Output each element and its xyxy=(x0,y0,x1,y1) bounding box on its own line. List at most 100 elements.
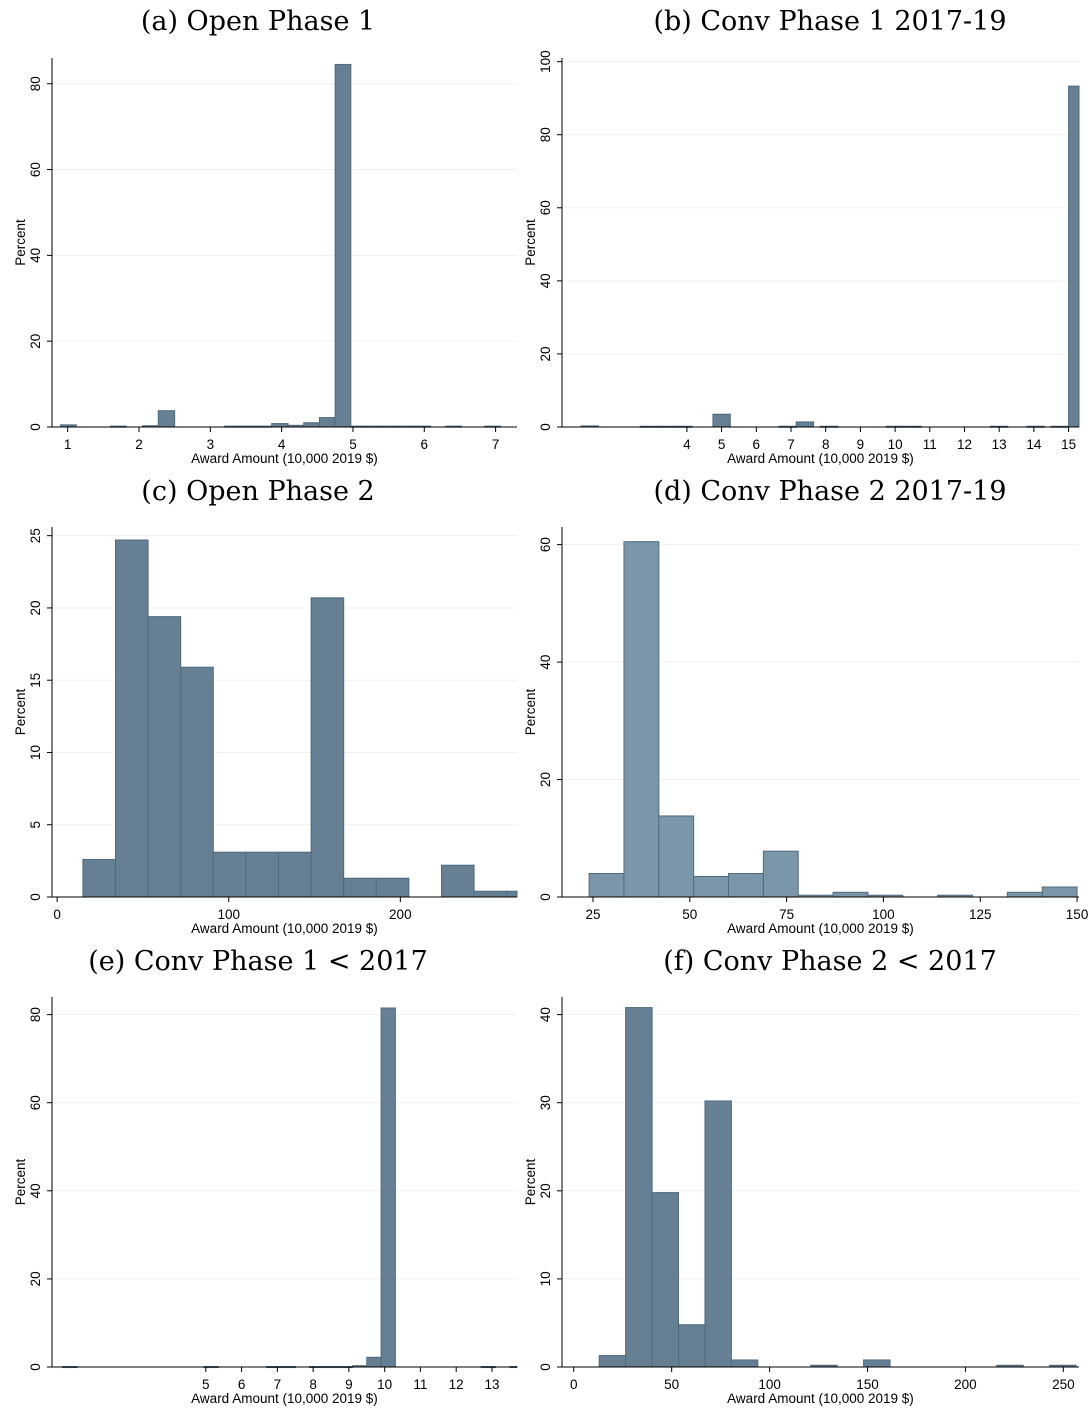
y-axis-title: Percent xyxy=(523,219,538,266)
y-tick-label: 5 xyxy=(28,821,43,829)
histogram-bar xyxy=(1006,891,1043,898)
panel-title: (a) Open Phase 1 xyxy=(141,6,375,37)
x-tick-label: 12 xyxy=(957,437,972,452)
plot-area: 0 20 40 60 25 50 75 100 125 150 Award Amount (10,0… xyxy=(523,527,1088,936)
x-tick-label: 7 xyxy=(492,437,500,452)
x-tick-label: 200 xyxy=(389,907,412,922)
x-axis-title: Award Amount (10,000 2019 $) xyxy=(191,451,378,466)
x-tick-label: 50 xyxy=(682,907,697,922)
x-tick-label: 2 xyxy=(135,437,143,452)
y-tick-label: 60 xyxy=(538,537,553,552)
histogram-bar xyxy=(693,875,730,898)
y-tick-label: 80 xyxy=(538,127,553,142)
histogram-bar xyxy=(712,413,731,428)
plot-area: 0 5 10 15 20 25 0 100 200 Award Amount (10,000 20… xyxy=(13,527,518,936)
y-tick-label: 10 xyxy=(28,745,43,760)
panel-title: (d) Conv Phase 2 2017-19 xyxy=(653,476,1006,507)
y-tick-label: 20 xyxy=(28,600,43,615)
panel-f-conv-phase-2-before-2017: (f) Conv Phase 2 < 2017 0 10 20 30 40 0 50 100 1… xyxy=(523,946,1079,1406)
x-tick-label: 75 xyxy=(779,907,794,922)
panel-e-conv-phase-1-before-2017: (e) Conv Phase 1 < 2017 0 20 40 60 80 5 6 7 8 9 10… xyxy=(13,946,518,1406)
y-tick-label: 80 xyxy=(28,1007,43,1022)
x-tick-label: 0 xyxy=(570,1377,578,1392)
x-tick-label: 9 xyxy=(857,437,865,452)
plot-area: 0 20 40 60 80 1 2 3 4 5 6 7 Award Amount (10,000 201… xyxy=(13,58,517,466)
x-axis-title: Award Amount (10,000 2019 $) xyxy=(727,1391,914,1406)
x-tick-label: 50 xyxy=(664,1377,679,1392)
histogram-bar xyxy=(730,1359,759,1368)
x-axis-title: Award Amount (10,000 2019 $) xyxy=(727,451,914,466)
histogram-bar xyxy=(506,890,518,898)
histogram-bar xyxy=(658,815,695,898)
y-tick-label: 10 xyxy=(538,1271,553,1286)
panel-title: (f) Conv Phase 2 < 2017 xyxy=(663,946,997,977)
plot-area: 0 10 20 30 40 0 50 100 150 200 250 Award Amount (10… xyxy=(523,997,1079,1406)
histogram-bar xyxy=(588,873,625,898)
x-tick-label: 6 xyxy=(421,437,429,452)
panel-c-open-phase-2: (c) Open Phase 2 0 5 10 15 20 25 0 100 200 Award … xyxy=(13,476,518,936)
x-tick-label: 14 xyxy=(1026,437,1042,452)
x-tick-label: 0 xyxy=(53,907,61,922)
x-tick-label: 25 xyxy=(585,907,600,922)
histogram-bar xyxy=(863,1359,891,1368)
y-tick-label: 100 xyxy=(538,50,553,73)
histogram-bar xyxy=(375,877,410,898)
x-tick-label: 9 xyxy=(345,1377,353,1392)
x-axis-title: Award Amount (10,000 2019 $) xyxy=(727,921,914,936)
x-tick-label: 125 xyxy=(969,907,992,922)
histogram-bar xyxy=(147,616,182,898)
histogram-bar xyxy=(212,851,247,898)
x-tick-label: 5 xyxy=(718,437,726,452)
x-tick-label: 150 xyxy=(1066,907,1089,922)
histogram-bar xyxy=(157,410,176,428)
x-tick-label: 5 xyxy=(349,437,357,452)
histogram-bar xyxy=(310,597,345,898)
histogram-bar xyxy=(277,851,312,898)
histogram-bar xyxy=(473,890,508,898)
x-tick-label: 15 xyxy=(1061,437,1076,452)
y-tick-label: 40 xyxy=(538,273,553,288)
x-tick-label: 7 xyxy=(787,437,795,452)
histogram-bar xyxy=(728,873,764,898)
histogram-bar xyxy=(82,858,116,898)
histogram-bar xyxy=(441,864,475,898)
y-tick-label: 20 xyxy=(28,1271,43,1286)
panel-b-conv-phase-1-2017-19: (b) Conv Phase 1 2017-19 0 20 40 60 80 100 4 5 6… xyxy=(523,6,1080,466)
histogram-bar xyxy=(343,877,377,898)
y-tick-label: 40 xyxy=(538,655,553,670)
x-tick-label: 5 xyxy=(202,1377,210,1392)
y-tick-label: 30 xyxy=(538,1095,553,1110)
x-tick-label: 250 xyxy=(1052,1377,1075,1392)
y-axis-title: Percent xyxy=(13,219,28,266)
y-tick-label: 0 xyxy=(538,1363,553,1371)
y-tick-label: 0 xyxy=(538,423,553,431)
histogram-bar xyxy=(832,891,869,898)
histogram-bar xyxy=(795,421,815,428)
histogram-bar xyxy=(180,666,214,898)
histogram-bar xyxy=(318,417,336,428)
x-tick-label: 12 xyxy=(449,1377,464,1392)
histogram-bar xyxy=(623,541,660,898)
y-tick-label: 40 xyxy=(538,1007,553,1022)
y-tick-label: 0 xyxy=(28,893,43,901)
x-tick-label: 100 xyxy=(217,907,240,922)
panel-title: (b) Conv Phase 1 2017-19 xyxy=(653,6,1006,37)
x-tick-label: 1 xyxy=(64,437,72,452)
histogram-bar xyxy=(625,1007,653,1368)
y-tick-label: 60 xyxy=(28,1095,43,1110)
y-axis-title: Percent xyxy=(523,688,538,735)
histogram-bar xyxy=(678,1324,706,1368)
x-tick-label: 8 xyxy=(822,437,830,452)
x-tick-label: 4 xyxy=(683,437,691,452)
panel-title: (c) Open Phase 2 xyxy=(141,476,374,507)
x-tick-label: 11 xyxy=(413,1377,427,1392)
x-tick-label: 10 xyxy=(888,437,903,452)
x-tick-label: 100 xyxy=(872,907,895,922)
x-tick-label: 11 xyxy=(923,437,937,452)
y-tick-label: 0 xyxy=(28,1363,43,1371)
histogram-bar xyxy=(245,851,279,898)
histogram-bar xyxy=(762,850,799,898)
x-tick-label: 200 xyxy=(954,1377,977,1392)
x-tick-label: 6 xyxy=(753,437,761,452)
